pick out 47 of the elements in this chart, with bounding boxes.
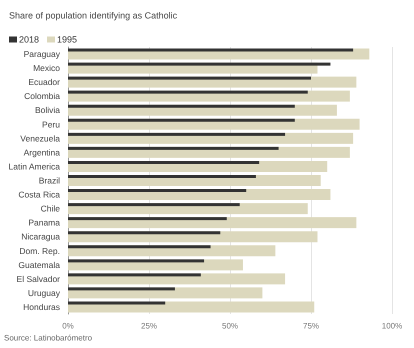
y-tick-label: Peru [42,119,60,130]
y-tick-label: Argentina [24,147,60,158]
bar [68,245,211,248]
bar [68,203,240,206]
bar [68,146,279,150]
y-tick-label: Colombia [24,91,60,102]
bar [68,132,286,136]
y-tick-label: Costa Rica [18,190,60,200]
chart-title: Share of population identifying as Catholic [9,10,178,20]
x-tick-label: 25% [140,322,158,330]
y-tick-label: Mexico [33,63,60,74]
bar [68,287,175,290]
y-tick-label: Honduras [23,302,60,312]
x-tick-label: 0% [62,322,74,330]
bar [68,217,227,220]
y-tick-label: Guatemala [18,260,60,270]
y-tick-label: Paraguay [24,49,61,60]
y-tick-label: Bolivia [34,105,60,116]
y-tick-label: Nicaragua [21,232,60,242]
bar [68,62,330,66]
x-tick-label: 75% [302,322,320,330]
bar [68,104,295,108]
y-tick-label: Panama [28,218,60,228]
y-tick-label: Chile [40,204,60,214]
bar [68,273,201,276]
bar [68,175,256,178]
bar [68,48,354,52]
bar [68,231,220,234]
bar [68,189,246,192]
bar [68,76,311,80]
y-tick-label: El Salvador [16,274,60,284]
source-note: Source: Latinobarómetro [4,334,93,342]
y-tick-label: Venezuela [20,133,60,144]
bar [68,160,260,164]
legend-label: 2018 [19,34,40,44]
bar [68,301,166,304]
y-tick-label: Dom. Rep. [19,246,60,256]
y-tick-label: Ecuador [28,77,60,88]
x-tick-label: 50% [222,322,238,330]
legend-label: 1995 [57,34,78,44]
bar [68,259,204,262]
x-tick-label: 100% [382,322,402,330]
y-tick-label: Brazil [38,176,60,186]
bar [68,90,308,94]
y-tick-label: Latin America [8,161,60,172]
y-tick-label: Uruguay [28,288,61,298]
bar [68,118,295,122]
